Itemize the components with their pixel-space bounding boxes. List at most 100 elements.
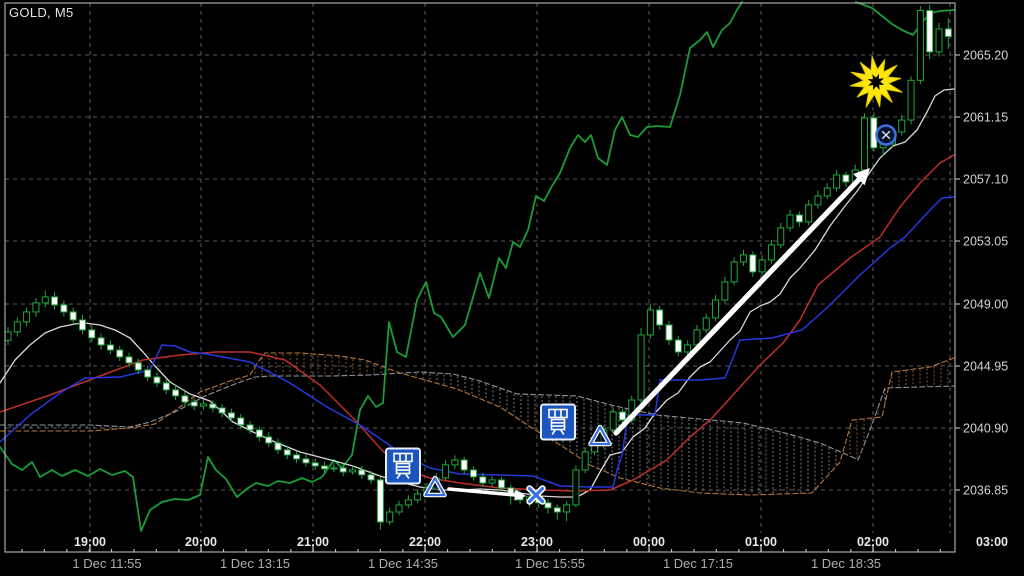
candle-bull <box>786 214 794 229</box>
candle-bear <box>255 429 263 438</box>
kanji-stroke <box>550 418 566 431</box>
buy-triangle-marker[interactable] <box>424 476 446 497</box>
price-axis-label: 2040.90 <box>963 422 1008 436</box>
date-label: 1 Dec 18:35 <box>811 556 881 571</box>
kanji-stroke <box>396 472 402 479</box>
candle-bear <box>618 411 626 421</box>
candle-bear <box>209 403 217 409</box>
candle-bull <box>916 10 924 81</box>
candle-bear <box>497 479 505 489</box>
kanji-stroke <box>393 452 413 463</box>
candle-bull <box>41 296 49 304</box>
candle-bull <box>833 174 841 189</box>
grid <box>5 3 955 533</box>
candle-bear <box>283 449 291 456</box>
candlestick-series <box>4 5 952 530</box>
time-axis-label: 01:00 <box>745 535 777 549</box>
candle-bear <box>376 479 384 523</box>
candle-bear <box>274 442 282 451</box>
chikou-green-a <box>0 1 743 532</box>
entry-circle-cross[interactable] <box>881 130 891 140</box>
candle-bear <box>69 311 77 321</box>
candle-bear <box>125 356 133 364</box>
buy-signal-box[interactable] <box>540 403 576 441</box>
candle-bear <box>153 376 161 384</box>
candle-bull <box>442 464 450 479</box>
candle-bull <box>730 261 738 283</box>
symbol-period-label: GOLD, M5 <box>9 5 74 20</box>
trade-arrow-head[interactable] <box>514 489 526 501</box>
candle-bull <box>386 511 394 523</box>
candle-bear <box>339 467 347 473</box>
price-axis-label: 2049.00 <box>963 298 1008 312</box>
candle-bear <box>795 214 803 223</box>
kanji-stroke <box>395 462 411 475</box>
chart-frame-and-axes: 2065.20 2061.15 2057.10 2053.05 2049.00 2044.… <box>4 2 1008 571</box>
senkou-b-orange <box>0 352 955 496</box>
price-axis-label: 2036.85 <box>963 484 1008 498</box>
kijun-blue <box>0 196 955 488</box>
candle-bull <box>32 302 40 313</box>
candle-bear <box>134 362 142 371</box>
candle-bull <box>777 227 785 246</box>
candle-bear <box>172 389 180 397</box>
exit-x-marker[interactable] <box>527 486 545 504</box>
candle-bull <box>348 469 356 473</box>
candle-bear <box>162 382 170 391</box>
candle-bull <box>702 317 710 331</box>
candle-bull <box>200 403 208 407</box>
candle-bull <box>767 244 775 261</box>
trade-annotations[interactable] <box>385 55 903 505</box>
candle-bull <box>935 28 943 53</box>
candle-bear <box>665 324 673 341</box>
time-axis-label: 02:00 <box>857 535 889 549</box>
buy-signal-box[interactable] <box>385 447 421 485</box>
buy-triangle-marker[interactable] <box>589 425 611 446</box>
candle-bear <box>842 174 850 183</box>
candle-bull <box>572 469 580 506</box>
date-label: 1 Dec 17:15 <box>663 556 733 571</box>
candle-bear <box>78 319 86 331</box>
candle-bear <box>106 344 114 351</box>
kanji-stroke <box>559 428 565 435</box>
candle-bull <box>814 195 822 206</box>
candle-bear <box>302 458 310 464</box>
candle-bull <box>739 254 747 263</box>
trade-arrow[interactable] <box>613 177 862 436</box>
candle-bear <box>544 502 552 509</box>
date-label: 1 Dec 15:55 <box>515 556 585 571</box>
candle-bear <box>749 254 757 273</box>
entry-circle-marker[interactable] <box>875 124 897 146</box>
candle-bear <box>553 507 561 513</box>
trade-arrow[interactable] <box>447 487 517 497</box>
candle-bull <box>646 309 654 336</box>
candle-bear <box>321 465 329 470</box>
candle-bear <box>246 424 254 431</box>
candle-bull <box>330 467 338 470</box>
price-axis-label: 2057.10 <box>963 173 1008 187</box>
candle-bull <box>13 321 21 333</box>
starburst-center <box>867 73 885 91</box>
candle-bear <box>218 407 226 414</box>
candle-bear <box>97 337 105 346</box>
time-axis-label: 00:00 <box>633 535 665 549</box>
chart-border <box>4 2 956 553</box>
date-label: 1 Dec 13:15 <box>220 556 290 571</box>
candle-bull <box>861 117 869 171</box>
candle-bear <box>190 401 198 407</box>
candle-bull <box>823 187 831 197</box>
candle-bear <box>293 454 301 460</box>
kanji-stroke <box>404 472 410 479</box>
candle-bear <box>181 395 189 403</box>
trade-arrow-head[interactable] <box>853 168 870 186</box>
candle-bear <box>51 296 59 306</box>
candle-bear <box>265 436 273 444</box>
candle-bull <box>451 459 459 466</box>
candle-bear <box>460 459 468 471</box>
candle-bull <box>758 259 766 273</box>
candle-bear <box>944 28 952 38</box>
date-label: 1 Dec 14:35 <box>368 556 438 571</box>
time-axis-label: 23:00 <box>521 535 553 549</box>
